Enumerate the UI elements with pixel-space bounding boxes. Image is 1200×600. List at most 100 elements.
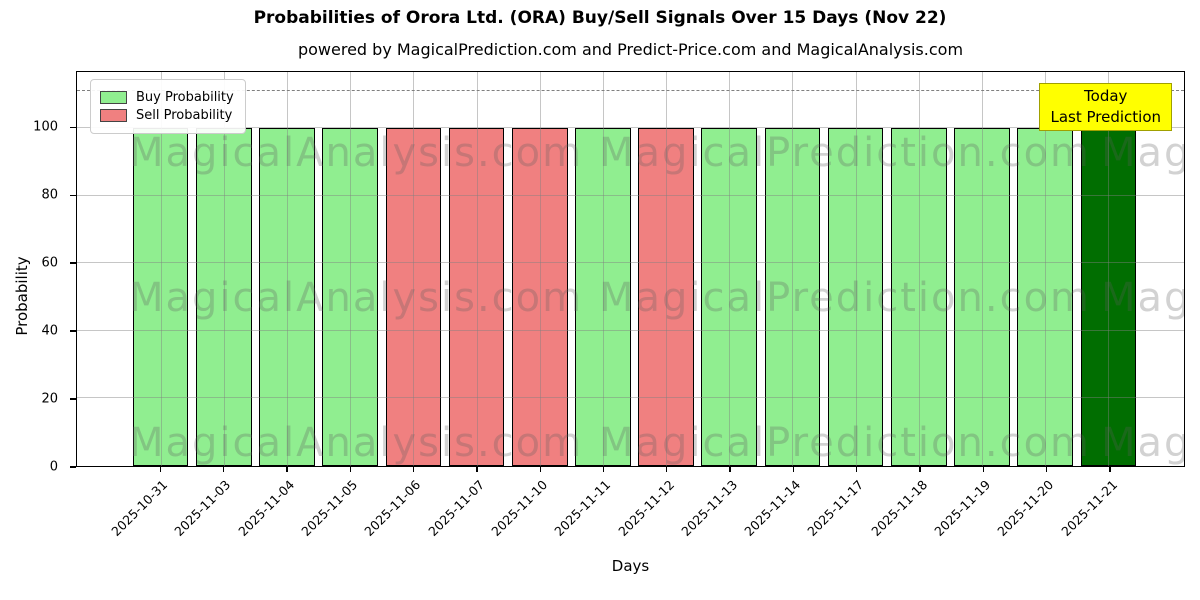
v-gridline-2025-11-14: [792, 72, 794, 466]
v-gridline-2025-11-12: [666, 72, 668, 466]
y-tick-label-40: 40: [41, 323, 58, 339]
x-tick-mark-2025-11-03: [222, 467, 225, 472]
h-gridline-40: [77, 329, 1184, 331]
x-axis-slot-2025-11-06: 2025-11-06: [362, 467, 444, 557]
x-tick-mark-2025-11-12: [666, 467, 668, 472]
bar-sell-2025-11-06: [385, 128, 442, 466]
x-tick-mark-2025-11-14: [792, 467, 795, 472]
bar-buy-2025-11-20: [1017, 128, 1074, 466]
x-tick-mark-2025-11-06: [412, 467, 415, 472]
bars-row: [77, 72, 1184, 466]
bar-sell-2025-11-10: [511, 128, 568, 466]
bar-buy-2025-11-17: [827, 128, 884, 466]
x-tick-mark-2025-11-18: [919, 467, 921, 472]
today-annotation-box: Today Last Prediction: [1039, 83, 1172, 131]
chart-title: Probabilities of Orora Ltd. (ORA) Buy/Se…: [253, 8, 947, 28]
x-axis-slot-2025-11-19: 2025-11-19: [931, 467, 1014, 557]
x-tick-mark-2025-11-05: [349, 467, 351, 472]
bar-buy-2025-11-03: [195, 128, 252, 466]
v-gridline-2025-11-13: [729, 72, 731, 466]
v-gridline-2025-11-19: [982, 72, 984, 466]
y-tick-mark-80: [70, 194, 76, 196]
x-axis-slot-2025-11-10: 2025-11-10: [488, 467, 571, 557]
legend: Buy Probability Sell Probability: [90, 79, 246, 134]
x-tick-mark-2025-11-10: [539, 467, 541, 472]
x-axis-slot-2025-11-14: 2025-11-14: [741, 467, 824, 557]
y-tick-label-0: 0: [49, 459, 58, 475]
annotation-line-last-prediction: Last Prediction: [1050, 108, 1161, 126]
x-axis-slot-2025-11-04: 2025-11-04: [235, 467, 318, 557]
v-gridline-2025-11-10: [539, 72, 541, 466]
x-tick-mark-2025-11-21: [1109, 467, 1111, 472]
bar-buy-2025-11-04: [259, 128, 315, 466]
bar-buy-2025-11-05: [322, 128, 378, 466]
x-axis-slot-2025-11-12: 2025-11-12: [615, 467, 698, 557]
bar-slot-2025-11-04: [255, 72, 318, 466]
legend-label-sell: Sell Probability: [136, 108, 233, 123]
y-tick-label-20: 20: [41, 391, 58, 407]
x-tick-mark-2025-11-20: [1046, 467, 1048, 472]
v-gridline-2025-11-21: [1108, 72, 1110, 466]
x-axis-slot-2025-11-03: 2025-11-03: [172, 467, 254, 557]
x-tick-mark-2025-11-04: [286, 467, 288, 472]
y-tick-mark-0: [70, 466, 76, 468]
bar-slot-2025-11-07: [445, 72, 508, 466]
v-gridline-2025-11-05: [350, 72, 352, 466]
v-gridline-2025-11-04: [286, 72, 288, 466]
x-axis-slot-2025-11-05: 2025-11-05: [298, 467, 381, 557]
bar-slot-2025-11-20: [1014, 72, 1077, 466]
bar-buy-2025-11-14: [764, 128, 821, 466]
bar-slot-2025-11-18: [887, 72, 950, 466]
legend-item-sell: Sell Probability: [100, 108, 234, 123]
x-tick-mark-2025-11-13: [729, 467, 731, 472]
bar-slot-2025-10-31: [129, 72, 192, 466]
y-tick-mark-100: [70, 126, 76, 128]
bar-sell-2025-11-07: [448, 128, 505, 466]
x-axis: 2025-10-31 2025-11-03 2025-11-04 2025-11-05…: [76, 467, 1185, 557]
bar-today-2025-11-21: [1080, 128, 1137, 466]
bar-slot-2025-11-19: [950, 72, 1013, 466]
bar-slot-2025-11-12: [635, 72, 698, 466]
x-axis-slot-2025-11-13: 2025-11-13: [678, 467, 761, 557]
y-axis-tick-labels: 0 20 40 60 80 100: [0, 71, 66, 475]
y-tick-label-100: 100: [33, 119, 58, 135]
bar-slot-2025-11-17: [824, 72, 887, 466]
chart-subtitle: powered by MagicalPrediction.com and Pre…: [297, 40, 964, 59]
plot-area: MagicalAnalysis.com MagicalPrediction.com…: [76, 71, 1185, 467]
legend-swatch-buy-icon: [100, 91, 127, 104]
bar-slot-2025-11-14: [761, 72, 824, 466]
h-gridline-20: [77, 397, 1184, 399]
v-gridline-2025-11-20: [1045, 72, 1047, 466]
v-gridline-2025-10-31: [160, 72, 162, 466]
x-axis-slot-2025-11-20: 2025-11-20: [995, 467, 1077, 557]
x-axis-slot-2025-11-21: 2025-11-21: [1058, 467, 1141, 557]
bar-slot-2025-11-11: [571, 72, 634, 466]
x-axis-label: Days: [611, 557, 650, 575]
legend-item-buy: Buy Probability: [100, 90, 234, 105]
v-gridline-2025-11-11: [602, 72, 604, 466]
y-tick-mark-40: [70, 330, 76, 332]
bar-buy-2025-11-11: [575, 128, 631, 466]
legend-swatch-sell-icon: [100, 109, 127, 122]
bar-slot-2025-11-03: [192, 72, 255, 466]
bar-slot-2025-11-06: [382, 72, 445, 466]
x-tick-mark-2025-11-19: [982, 467, 985, 472]
v-gridline-2025-11-18: [918, 72, 920, 466]
v-gridline-2025-11-07: [476, 72, 478, 466]
v-gridline-2025-11-03: [223, 72, 225, 466]
bar-slot-2025-11-05: [319, 72, 382, 466]
x-tick-mark-2025-10-31: [159, 467, 161, 472]
y-tick-label-60: 60: [41, 255, 58, 271]
bar-buy-2025-11-13: [701, 128, 758, 466]
bar-slot-2025-11-21: [1077, 72, 1140, 466]
bar-buy-2025-11-18: [891, 128, 947, 466]
legend-label-buy: Buy Probability: [136, 90, 234, 105]
x-tick-mark-2025-11-17: [856, 467, 858, 472]
h-gridline-80: [77, 194, 1184, 196]
bar-slot-2025-11-10: [508, 72, 571, 466]
bar-slot-2025-11-13: [698, 72, 761, 466]
v-gridline-2025-11-17: [855, 72, 857, 466]
y-tick-label-80: 80: [41, 187, 58, 203]
x-tick-mark-2025-11-07: [476, 467, 478, 472]
